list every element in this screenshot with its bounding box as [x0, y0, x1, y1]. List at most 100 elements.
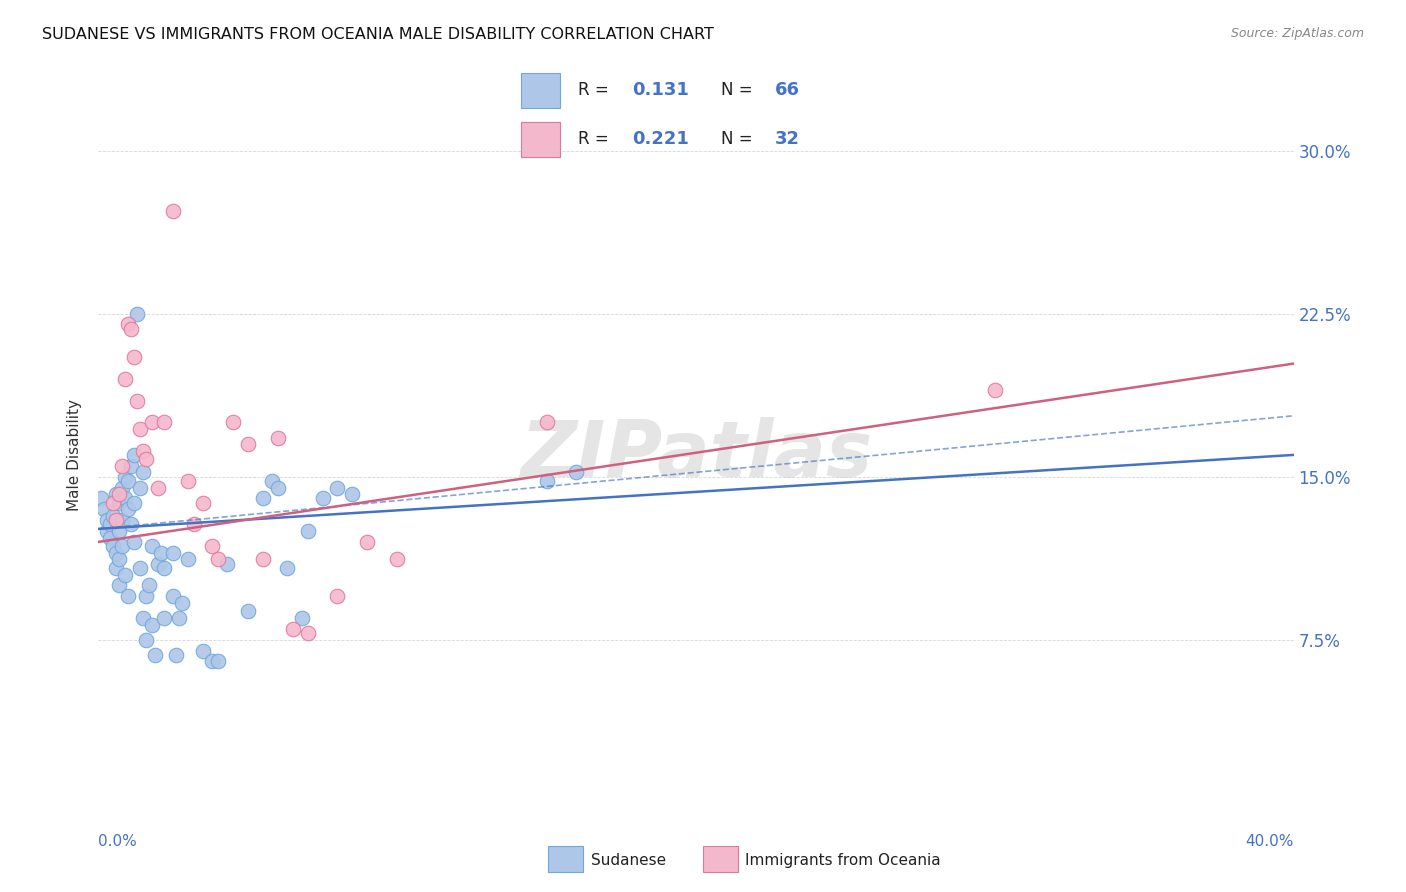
Point [385, 552, 409, 566]
Point [215, 557, 238, 571]
Point [105, 546, 128, 560]
Point [132, 611, 155, 625]
Point [105, 561, 128, 575]
Point [129, 561, 152, 575]
Point [96, 524, 118, 538]
Point [96, 513, 118, 527]
Point [297, 626, 319, 640]
Point [148, 481, 170, 495]
Text: SUDANESE VS IMMIGRANTS FROM OCEANIA MALE DISABILITY CORRELATION CHART: SUDANESE VS IMMIGRANTS FROM OCEANIA MALE… [42, 27, 714, 42]
Point [236, 605, 259, 619]
Text: 40.0%: 40.0% [1246, 834, 1294, 849]
Point [100, 517, 122, 532]
Point [236, 437, 259, 451]
Point [148, 557, 170, 571]
Point [138, 578, 160, 592]
Point [201, 539, 224, 553]
Point [167, 611, 190, 625]
Point [536, 474, 558, 488]
Point [177, 474, 200, 488]
FancyBboxPatch shape [520, 122, 560, 157]
Point [108, 487, 131, 501]
Text: R =: R = [578, 130, 614, 148]
Point [117, 474, 139, 488]
Point [132, 466, 155, 480]
Text: 66: 66 [775, 81, 800, 99]
Point [105, 487, 128, 501]
Point [103, 539, 125, 553]
Point [150, 546, 173, 560]
Point [114, 372, 136, 386]
Point [162, 204, 184, 219]
Point [111, 539, 134, 553]
Point [984, 383, 1007, 397]
Point [120, 517, 142, 532]
Point [207, 655, 229, 669]
Point [105, 513, 128, 527]
Point [111, 513, 134, 527]
FancyBboxPatch shape [520, 73, 560, 108]
Text: 0.0%: 0.0% [98, 834, 138, 849]
Point [141, 617, 163, 632]
Point [127, 307, 149, 321]
Point [201, 655, 224, 669]
Text: Sudanese: Sudanese [591, 854, 665, 868]
Point [356, 535, 378, 549]
Point [143, 648, 166, 662]
Point [90, 491, 112, 506]
Point [536, 415, 558, 429]
Point [172, 596, 194, 610]
Point [326, 481, 349, 495]
Point [191, 496, 214, 510]
Point [132, 443, 155, 458]
Point [108, 578, 131, 592]
Point [135, 589, 157, 603]
Point [114, 491, 136, 506]
Point [162, 589, 184, 603]
Point [326, 589, 349, 603]
Point [124, 496, 146, 510]
Point [124, 448, 146, 462]
Point [297, 524, 319, 538]
Point [103, 496, 125, 510]
Point [162, 546, 184, 560]
Text: 32: 32 [775, 130, 800, 148]
Point [114, 567, 136, 582]
Point [177, 552, 200, 566]
Point [267, 431, 290, 445]
Point [114, 469, 136, 483]
Point [129, 422, 152, 436]
Point [129, 481, 152, 495]
Point [127, 393, 149, 408]
Point [252, 552, 274, 566]
Point [342, 487, 364, 501]
Point [191, 643, 214, 657]
Point [124, 535, 146, 549]
Text: R =: R = [578, 81, 614, 99]
Text: ZIPatlas: ZIPatlas [520, 417, 872, 493]
Point [291, 611, 314, 625]
Point [117, 589, 139, 603]
Point [207, 552, 229, 566]
Point [117, 502, 139, 516]
Point [267, 481, 290, 495]
Point [120, 458, 142, 473]
Text: 0.131: 0.131 [631, 81, 689, 99]
Point [222, 415, 245, 429]
Point [281, 622, 304, 636]
Point [120, 322, 142, 336]
Point [108, 496, 131, 510]
Point [260, 474, 283, 488]
Point [183, 517, 205, 532]
Point [111, 458, 134, 473]
Point [124, 350, 146, 364]
Point [135, 632, 157, 647]
Text: 0.221: 0.221 [631, 130, 689, 148]
Text: N =: N = [721, 130, 758, 148]
Point [93, 502, 115, 516]
Point [565, 466, 588, 480]
Point [103, 508, 125, 523]
Point [153, 561, 176, 575]
Text: Source: ZipAtlas.com: Source: ZipAtlas.com [1230, 27, 1364, 40]
Point [117, 318, 139, 332]
